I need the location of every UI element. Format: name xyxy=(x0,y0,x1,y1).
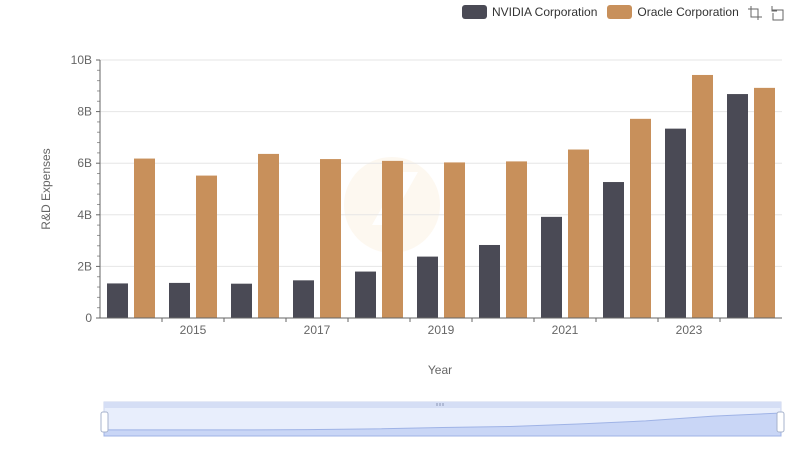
bar-nvidia-2024[interactable] xyxy=(727,94,748,318)
toolbox xyxy=(747,5,791,21)
legend-item-nvidia[interactable]: NVIDIA Corporation xyxy=(462,5,597,19)
axes: 0 2B 4B 6B 8B 10B 2015 2017 2019 2021 2023 xyxy=(71,53,782,337)
x-tick-label: 2019 xyxy=(428,323,455,337)
bar-oracle-2017[interactable] xyxy=(320,159,341,318)
legend-label-nvidia: NVIDIA Corporation xyxy=(492,5,598,19)
bar-nvidia-2014[interactable] xyxy=(107,283,128,318)
x-axis-label: Year xyxy=(428,363,452,377)
y-tick-label: 6B xyxy=(77,156,92,170)
y-tick-label: 8B xyxy=(77,105,92,119)
bar-oracle-2015[interactable] xyxy=(196,175,217,318)
data-zoom-preview-area xyxy=(103,412,782,437)
bar-nvidia-2020[interactable] xyxy=(479,244,500,318)
zoom-icon[interactable] xyxy=(747,5,763,21)
x-tick-label: 2021 xyxy=(552,323,579,337)
y-tick-label: 2B xyxy=(77,259,92,273)
bar-oracle-2024[interactable] xyxy=(754,87,775,318)
bar-oracle-2019[interactable] xyxy=(444,162,465,318)
bar-oracle-2014[interactable] xyxy=(134,158,155,318)
bar-nvidia-2021[interactable] xyxy=(541,216,562,318)
bar-oracle-2023[interactable] xyxy=(692,74,713,319)
bar-oracle-2022[interactable] xyxy=(630,118,651,318)
x-tick-label: 2015 xyxy=(180,323,207,337)
y-tick-label: 4B xyxy=(77,208,92,222)
x-tick-label: 2017 xyxy=(304,323,331,337)
bar-nvidia-2015[interactable] xyxy=(169,282,190,318)
y-tick-label: 0 xyxy=(85,311,92,325)
data-zoom-slider[interactable] xyxy=(100,401,785,437)
bar-nvidia-2023[interactable] xyxy=(665,128,686,318)
bar-nvidia-2017[interactable] xyxy=(293,280,314,318)
bar-nvidia-2019[interactable] xyxy=(417,256,438,318)
bar-oracle-2016[interactable] xyxy=(258,153,279,318)
y-tick-label: 10B xyxy=(71,53,92,67)
data-zoom-grip-icon[interactable] xyxy=(436,403,444,406)
legend-item-oracle[interactable]: Oracle Corporation xyxy=(607,5,739,19)
bars xyxy=(107,74,775,319)
bar-oracle-2021[interactable] xyxy=(568,149,589,318)
x-tick-label: 2023 xyxy=(676,323,703,337)
legend: NVIDIA Corporation Oracle Corporation xyxy=(462,3,749,21)
bar-oracle-2018[interactable] xyxy=(382,160,403,318)
bar-nvidia-2018[interactable] xyxy=(355,271,376,318)
legend-swatch-nvidia xyxy=(462,5,487,19)
data-zoom-handle-left[interactable] xyxy=(100,411,109,433)
bar-nvidia-2022[interactable] xyxy=(603,182,624,318)
legend-swatch-oracle xyxy=(607,5,633,19)
data-zoom-handle-right[interactable] xyxy=(776,411,785,433)
bar-oracle-2020[interactable] xyxy=(506,161,527,318)
legend-label-oracle: Oracle Corporation xyxy=(637,5,739,19)
y-axis-label: R&D Expenses xyxy=(39,148,53,229)
restore-icon[interactable] xyxy=(769,5,785,21)
bar-nvidia-2016[interactable] xyxy=(231,283,252,318)
